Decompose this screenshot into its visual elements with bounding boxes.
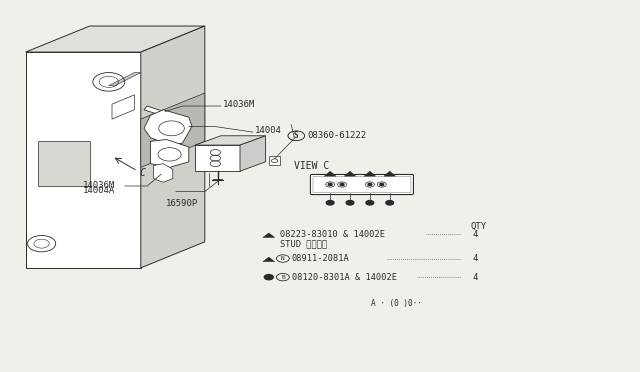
Polygon shape — [364, 171, 376, 176]
Text: STUD スタッド: STUD スタッド — [280, 239, 328, 248]
Text: 08120-8301A & 14002E: 08120-8301A & 14002E — [292, 273, 397, 282]
Polygon shape — [324, 171, 336, 176]
Polygon shape — [154, 164, 173, 182]
Circle shape — [380, 183, 384, 186]
Polygon shape — [195, 145, 240, 171]
Text: 14036M: 14036M — [83, 181, 115, 190]
FancyBboxPatch shape — [310, 174, 413, 195]
Circle shape — [264, 275, 273, 280]
Polygon shape — [269, 156, 280, 165]
Text: 08223-83010 & 14002E: 08223-83010 & 14002E — [280, 230, 385, 239]
Text: 14036M: 14036M — [223, 100, 255, 109]
Polygon shape — [144, 106, 170, 117]
Polygon shape — [344, 171, 356, 176]
Circle shape — [326, 201, 334, 205]
Circle shape — [366, 201, 374, 205]
Polygon shape — [141, 26, 205, 268]
Polygon shape — [263, 233, 275, 237]
Polygon shape — [195, 136, 266, 145]
Polygon shape — [109, 73, 141, 86]
Text: 4: 4 — [472, 230, 477, 239]
Polygon shape — [112, 95, 134, 119]
Polygon shape — [150, 140, 189, 167]
Polygon shape — [141, 93, 205, 167]
Text: S: S — [294, 131, 299, 140]
Circle shape — [346, 201, 354, 205]
Circle shape — [328, 183, 332, 186]
Text: QTY: QTY — [470, 222, 486, 231]
Polygon shape — [240, 136, 266, 171]
Text: 08360-61222: 08360-61222 — [307, 131, 366, 140]
Text: VIEW C: VIEW C — [294, 161, 330, 171]
Polygon shape — [144, 110, 192, 145]
Polygon shape — [26, 52, 141, 268]
Text: N: N — [281, 256, 285, 261]
Polygon shape — [26, 26, 205, 52]
Polygon shape — [263, 257, 275, 262]
Text: 4: 4 — [472, 273, 477, 282]
Text: B: B — [281, 275, 285, 280]
Text: C: C — [140, 168, 145, 178]
Text: 16590P: 16590P — [166, 199, 198, 208]
Polygon shape — [38, 141, 90, 186]
Text: 4: 4 — [472, 254, 477, 263]
Polygon shape — [384, 171, 396, 176]
Text: A · (0 )0··: A · (0 )0·· — [371, 299, 422, 308]
Text: 14004: 14004 — [255, 126, 282, 135]
Text: 08911-2081A: 08911-2081A — [292, 254, 349, 263]
Circle shape — [386, 201, 394, 205]
Text: 14004A: 14004A — [83, 186, 115, 195]
Circle shape — [368, 183, 372, 186]
Circle shape — [340, 183, 344, 186]
